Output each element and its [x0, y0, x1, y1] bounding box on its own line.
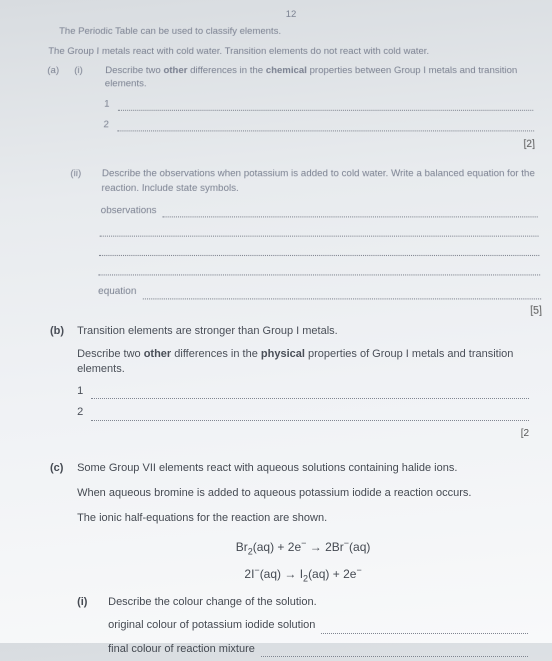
num: 2 — [103, 118, 118, 132]
dotted-line[interactable] — [118, 117, 535, 131]
orig-label: original colour of potassium iodide solu… — [108, 618, 321, 633]
observations-line: observations — [101, 204, 539, 218]
c-content: Some Group VII elements react with aqueo… — [77, 461, 529, 661]
dotted-line[interactable] — [118, 97, 533, 111]
marks: [2] — [523, 138, 535, 153]
c-line1: Some Group VII elements react with aqueo… — [77, 461, 529, 476]
part-a-label: (a) — [47, 64, 72, 77]
eq: 2e — [288, 540, 301, 554]
eq: → — [306, 540, 325, 554]
bold-chemical: chemical — [266, 65, 307, 76]
num: 1 — [104, 98, 119, 112]
text: Describe the observations when potassium… — [101, 168, 535, 194]
eq: → — [281, 567, 300, 581]
text: differences in the — [171, 348, 261, 360]
obs-label: observations — [101, 204, 163, 218]
part-c: (c) Some Group VII elements react with a… — [50, 461, 532, 661]
eq: + — [274, 540, 288, 554]
eq: Br — [236, 540, 248, 554]
sub-c-i-label: (i) — [77, 595, 105, 610]
intro-line-1: The Periodic Table can be used to classi… — [49, 25, 534, 38]
eq: (aq) — [349, 540, 370, 554]
c-line3: The ionic half-equations for the reactio… — [77, 511, 529, 526]
answer-line-1: 1 — [104, 97, 534, 111]
eq: 2Br — [325, 540, 344, 554]
c-i-text: Describe the colour change of the soluti… — [108, 595, 528, 610]
bold-other: other — [163, 65, 187, 76]
sub-i-label: (i) — [74, 64, 103, 77]
equation-line: equation — [98, 285, 542, 300]
a-ii-question: Describe the observations when potassium… — [97, 167, 542, 319]
orig-colour-line: original colour of potassium iodide solu… — [108, 618, 528, 633]
eq: 2I — [244, 567, 254, 581]
dotted-line[interactable] — [100, 222, 539, 237]
equation-2: 2I−(aq) → I2(aq) + 2e− — [77, 564, 529, 585]
part-a-i: (a) (i) Describe two other differences i… — [44, 64, 538, 153]
dotted-line[interactable] — [163, 205, 538, 218]
bold-physical: physical — [261, 348, 305, 360]
eq: (aq) — [253, 540, 274, 554]
part-b: (b) Transition elements are stronger tha… — [50, 324, 532, 441]
c-line2: When aqueous bromine is added to aqueous… — [77, 486, 529, 501]
marks: [5] — [530, 303, 542, 318]
page-number: 12 — [49, 8, 532, 21]
answer-line-2: 2 — [77, 405, 529, 420]
equation-1: Br2(aq) + 2e− → 2Br−(aq) — [77, 537, 529, 558]
b-intro: Transition elements are stronger than Gr… — [77, 324, 529, 339]
final-label: final colour of reaction mixture — [108, 642, 261, 657]
eq: − — [356, 565, 361, 575]
text: Describe two — [105, 65, 163, 76]
b-text: Describe two other differences in the ph… — [77, 347, 529, 378]
dotted-line[interactable] — [261, 645, 528, 657]
eq-label: equation — [98, 285, 143, 300]
part-a-ii: (ii) Describe the observations when pota… — [37, 167, 545, 319]
num: 2 — [77, 405, 91, 420]
dotted-line[interactable] — [91, 385, 529, 399]
answer-line-2: 2 — [103, 117, 534, 131]
bold-other: other — [144, 348, 172, 360]
c-i-content: Describe the colour change of the soluti… — [108, 595, 528, 661]
part-c-i: (i) Describe the colour change of the so… — [77, 595, 529, 661]
part-c-label: (c) — [50, 461, 74, 476]
marks: [2 — [521, 427, 529, 441]
sub-ii-label: (ii) — [70, 167, 99, 181]
dotted-line[interactable] — [99, 241, 539, 256]
text: differences in the — [187, 65, 265, 76]
text: Describe two — [77, 348, 144, 360]
equations: Br2(aq) + 2e− → 2Br−(aq) 2I−(aq) → I2(aq… — [77, 537, 529, 585]
eq: (aq) — [260, 567, 281, 581]
eq: + — [329, 567, 343, 581]
eq: (aq) — [308, 567, 329, 581]
dotted-line[interactable] — [321, 622, 528, 634]
dotted-line[interactable] — [143, 286, 542, 299]
num: 1 — [77, 384, 91, 399]
b-question: Transition elements are stronger than Gr… — [77, 324, 529, 441]
dotted-line[interactable] — [99, 261, 541, 276]
final-colour-line: final colour of reaction mixture — [108, 642, 528, 657]
dotted-line[interactable] — [91, 407, 529, 421]
eq: 2e — [343, 567, 356, 581]
a-i-question: Describe two other differences in the ch… — [103, 64, 536, 153]
intro-line-2: The Group I metals react with cold water… — [48, 44, 534, 57]
part-b-label: (b) — [50, 324, 74, 339]
answer-line-1: 1 — [77, 384, 529, 399]
